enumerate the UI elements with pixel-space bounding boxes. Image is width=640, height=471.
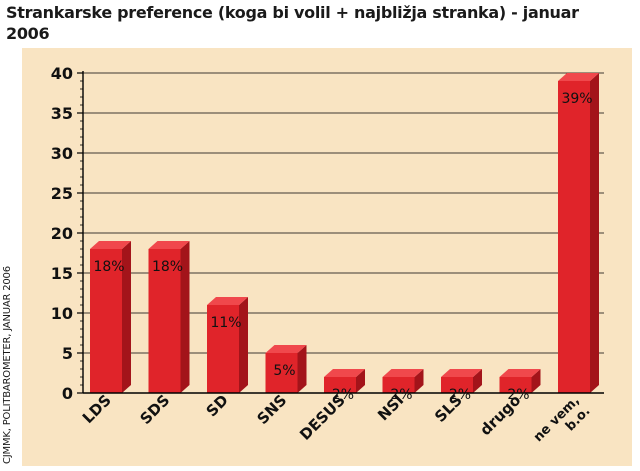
bar-top <box>148 241 190 249</box>
bar-top <box>207 297 248 305</box>
value-label: 18% <box>152 259 183 275</box>
value-label: 2% <box>507 387 529 403</box>
y-tick-labels: 0 5 10 15 20 25 30 35 40 <box>51 64 73 403</box>
y-tick-label: 35 <box>51 104 73 123</box>
y-tick-label: 40 <box>51 64 73 83</box>
y-tick-label: 15 <box>51 264 73 283</box>
value-labels: 18% 18% 11% 5% 2% 2% 2% 2% 39% <box>93 91 592 403</box>
bar-front <box>558 81 590 393</box>
bar-front <box>265 353 298 393</box>
bar-top <box>499 369 541 377</box>
bar-front <box>499 377 532 393</box>
value-label: 11% <box>210 315 241 331</box>
value-label: 18% <box>93 259 124 275</box>
bar-front <box>441 377 473 393</box>
value-label: 2% <box>390 387 412 403</box>
bar <box>148 241 190 393</box>
value-label: 39% <box>561 91 592 107</box>
y-tick-label: 5 <box>62 344 73 363</box>
bar <box>558 73 599 393</box>
chart-title: Strankarske preference (koga bi volil + … <box>6 3 579 43</box>
bar-top <box>324 369 365 377</box>
bar-front <box>382 377 415 393</box>
bar-side <box>180 241 190 393</box>
bar <box>90 241 131 393</box>
x-tick-label: SD <box>203 391 232 420</box>
bar <box>499 369 541 393</box>
value-label: 2% <box>332 387 354 403</box>
bar-side <box>297 345 307 393</box>
value-label: 5% <box>273 363 295 379</box>
bar <box>382 369 424 393</box>
bar-top <box>382 369 424 377</box>
bar-side <box>122 241 131 393</box>
x-tick-label: LDS <box>79 391 115 427</box>
bar-front <box>90 249 122 393</box>
bar <box>324 369 365 393</box>
y-tick-label: 30 <box>51 144 73 163</box>
bar-front <box>324 377 356 393</box>
bar-top <box>265 345 307 353</box>
bar-front <box>207 305 239 393</box>
bar-front <box>148 249 181 393</box>
y-tick-label: 25 <box>51 184 73 203</box>
y-tick-label: 0 <box>62 384 73 403</box>
value-label: 2% <box>449 387 471 403</box>
bars <box>90 73 599 393</box>
bar <box>265 345 307 393</box>
y-tick-label: 20 <box>51 224 73 243</box>
bar-top <box>558 73 599 81</box>
bar-top <box>90 241 131 249</box>
y-axis <box>77 71 604 394</box>
x-tick-label: ne vem,b.o. <box>531 393 593 455</box>
bar <box>441 369 482 393</box>
y-tick-label: 10 <box>51 304 73 323</box>
bar <box>207 297 248 393</box>
bar-top <box>441 369 482 377</box>
x-tick-label: SDS <box>137 391 174 428</box>
x-tick-label: SNS <box>253 391 290 428</box>
bar-side <box>239 297 248 393</box>
bar-side <box>590 73 599 393</box>
